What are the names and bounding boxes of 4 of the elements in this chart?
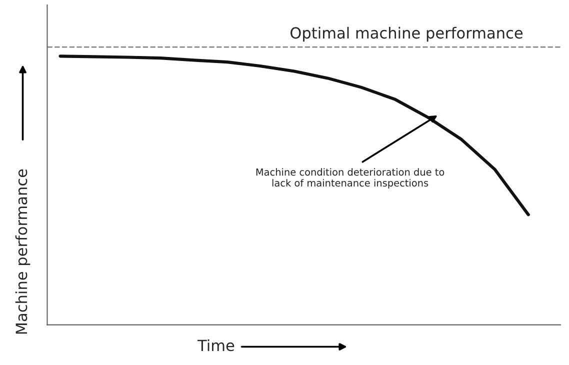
annotation: Machine condition deterioration due to lack of maintenance inspections [256, 168, 444, 188]
y-axis-title: Machine performance [15, 169, 30, 334]
ref-line-label: Optimal machine performance [290, 26, 523, 42]
x-axis-title: Time [197, 339, 234, 352]
